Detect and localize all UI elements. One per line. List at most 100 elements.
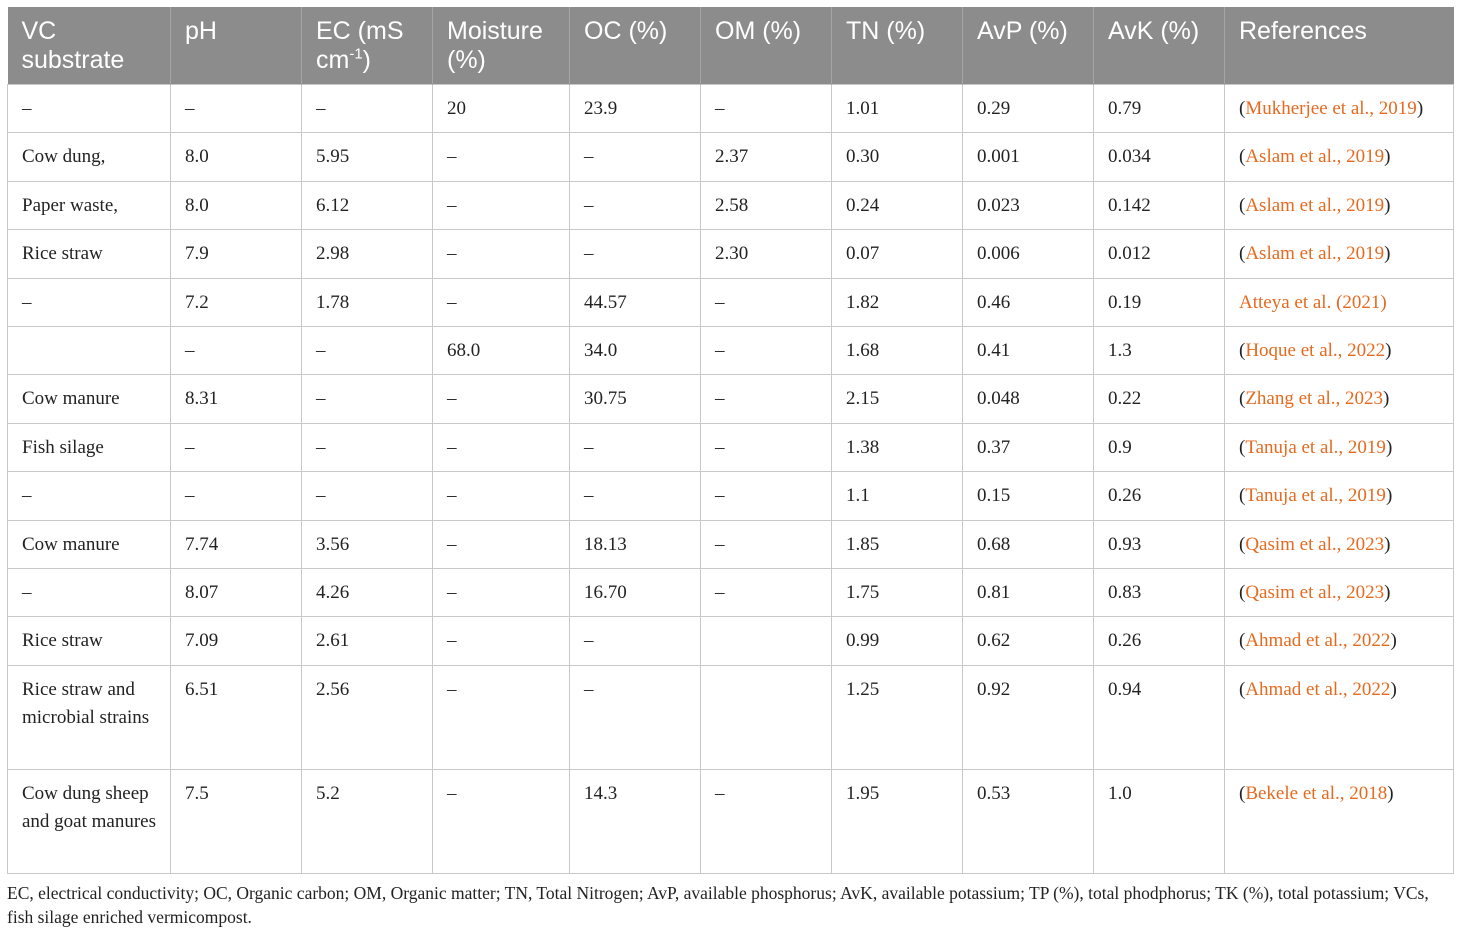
reference-close-paren: ): [1390, 630, 1397, 652]
column-header-tn: TN (%): [831, 7, 963, 85]
cell-om: [700, 616, 832, 666]
cell-avp: 0.006: [962, 229, 1094, 279]
table-row: – –68.0 34.0–1.68 0.41 1.3 (Hoque et al., 202…: [7, 325, 1454, 376]
reference-open-paren: (: [1239, 388, 1246, 410]
cell-oc: –: [569, 664, 701, 770]
table-row: Paper waste, 8.0 6.12– –2.58 0.24 0.023 0.142(…: [7, 180, 1454, 231]
cell-ec: –: [301, 374, 433, 424]
cell-om: –: [700, 83, 832, 134]
cell-ec: 4.26: [301, 567, 433, 618]
reference-link[interactable]: Atteya et al. (2021): [1239, 291, 1387, 313]
cell-om: 2.58: [700, 180, 832, 231]
cell-vc-substrate: Rice straw and microbial strains: [7, 664, 171, 770]
reference-close-paren: ): [1390, 678, 1397, 700]
cell-ph: –: [170, 471, 302, 521]
cell-oc: 14.3: [569, 768, 701, 874]
reference-link[interactable]: Mukherjee et al., 2019: [1245, 98, 1417, 119]
column-header-oc: OC (%): [569, 7, 701, 85]
cell-references: (Tanuja et al., 2019): [1224, 471, 1454, 521]
cell-om: –: [700, 768, 832, 874]
reference-link[interactable]: Hoque et al., 2022: [1245, 339, 1386, 361]
cell-references: (Bekele et al., 2018): [1224, 768, 1454, 874]
table-body: – – –20 23.9–1.01 0.29 0.79 (Mukherjee et al.,…: [7, 83, 1454, 874]
cell-ph: 8.0: [170, 180, 302, 231]
cell-tn: 1.25: [831, 664, 963, 770]
cell-oc: 16.70: [569, 567, 701, 618]
cell-tn: 1.68: [831, 325, 963, 376]
reference-link[interactable]: Bekele et al., 2018: [1245, 782, 1388, 804]
cell-om: 2.30: [700, 229, 832, 279]
reference-link[interactable]: Tanuja et al., 2019: [1245, 485, 1386, 507]
cell-ph: 7.74: [170, 519, 302, 569]
cell-avk: 0.93: [1093, 519, 1225, 569]
cell-avp: 0.81: [962, 567, 1094, 618]
cell-tn: 1.85: [831, 519, 963, 569]
cell-moisture: 20: [432, 83, 570, 134]
table-row: Cow dung sheep and goat manures 7.5 5.2–14…: [7, 768, 1454, 874]
reference-link[interactable]: Ahmad et al., 2022: [1245, 630, 1391, 652]
column-header-avk: AvK (%): [1093, 7, 1225, 85]
cell-vc-substrate: Paper waste,: [7, 180, 171, 231]
cell-tn: 0.99: [831, 616, 963, 666]
cell-oc: –: [569, 132, 701, 182]
cell-avk: 0.26: [1093, 616, 1225, 666]
reference-close-paren: ): [1385, 485, 1393, 507]
cell-ph: 8.0: [170, 132, 302, 182]
cell-ec: 2.98: [301, 229, 433, 279]
reference-link[interactable]: Aslam et al., 2019: [1245, 194, 1385, 216]
cell-avp: 0.29: [962, 83, 1094, 134]
cell-moisture: –: [432, 768, 570, 874]
reference-link[interactable]: Qasim et al., 2023: [1245, 581, 1385, 603]
table-row: Rice straw 7.9 2.98– –2.30 0.07 0.006 0.012 (As…: [7, 229, 1454, 279]
cell-references: Atteya et al. (2021): [1224, 277, 1454, 327]
cell-avk: 0.26: [1093, 471, 1225, 521]
cell-tn: 1.75: [831, 567, 963, 618]
cell-oc: 18.13: [569, 519, 701, 569]
reference-close-paren: ): [1385, 339, 1392, 361]
cell-oc: 30.75: [569, 374, 701, 424]
cell-references: (Zhang et al., 2023): [1224, 374, 1454, 424]
cell-avp: 0.001: [962, 132, 1094, 182]
reference-link[interactable]: Qasim et al., 2023: [1245, 533, 1385, 555]
cell-ph: –: [170, 422, 302, 473]
cell-references: (Hoque et al., 2022): [1224, 325, 1454, 376]
table-row: Cow manure 8.31– –30.75–2.15 0.048 0.22 (Zhan…: [7, 374, 1454, 424]
table-row: Cow manure 7.74 3.56–18.13–1.85 0.68 0.93 (Qa…: [7, 519, 1454, 569]
column-header-ph: pH: [170, 7, 302, 85]
reference-close-paren: ): [1384, 194, 1391, 216]
reference-link[interactable]: Aslam et al., 2019: [1245, 243, 1385, 265]
cell-avk: 0.142: [1093, 180, 1225, 231]
cell-moisture: –: [432, 422, 570, 473]
cell-moisture: –: [432, 374, 570, 424]
cell-avk: 1.0: [1093, 768, 1225, 874]
cell-avp: 0.048: [962, 374, 1094, 424]
reference-link[interactable]: Ahmad et al., 2022: [1245, 678, 1391, 700]
reference-link[interactable]: Tanuja et al., 2019: [1245, 436, 1386, 458]
cell-tn: 0.24: [831, 180, 963, 231]
cell-avk: 0.94: [1093, 664, 1225, 770]
cell-ec: 2.61: [301, 616, 433, 666]
reference-open-paren: (: [1239, 243, 1246, 265]
reference-close-paren: ): [1384, 243, 1391, 265]
cell-references: (Qasim et al., 2023): [1224, 519, 1454, 569]
cell-om: 2.37: [700, 132, 832, 182]
cell-oc: 34.0: [569, 325, 701, 376]
cell-tn: 1.01: [831, 83, 963, 134]
table-row: – – –20 23.9–1.01 0.29 0.79 (Mukherjee et al.,…: [7, 83, 1454, 134]
cell-ph: –: [170, 83, 302, 134]
cell-vc-substrate: Rice straw: [7, 229, 171, 279]
reference-link[interactable]: Aslam et al., 2019: [1245, 146, 1385, 168]
cell-ec: 3.56: [301, 519, 433, 569]
cell-avk: 0.9: [1093, 422, 1225, 473]
cell-ec: –: [301, 83, 433, 134]
cell-oc: 44.57: [569, 277, 701, 327]
cell-oc: –: [569, 616, 701, 666]
cell-om: –: [700, 422, 832, 473]
cell-moisture: –: [432, 180, 570, 231]
cell-om: –: [700, 519, 832, 569]
reference-close-paren: ): [1416, 98, 1424, 119]
reference-link[interactable]: Zhang et al., 2023: [1245, 388, 1384, 410]
reference-open-paren: (: [1239, 782, 1246, 804]
cell-ec: –: [301, 422, 433, 473]
cell-moisture: –: [432, 664, 570, 770]
